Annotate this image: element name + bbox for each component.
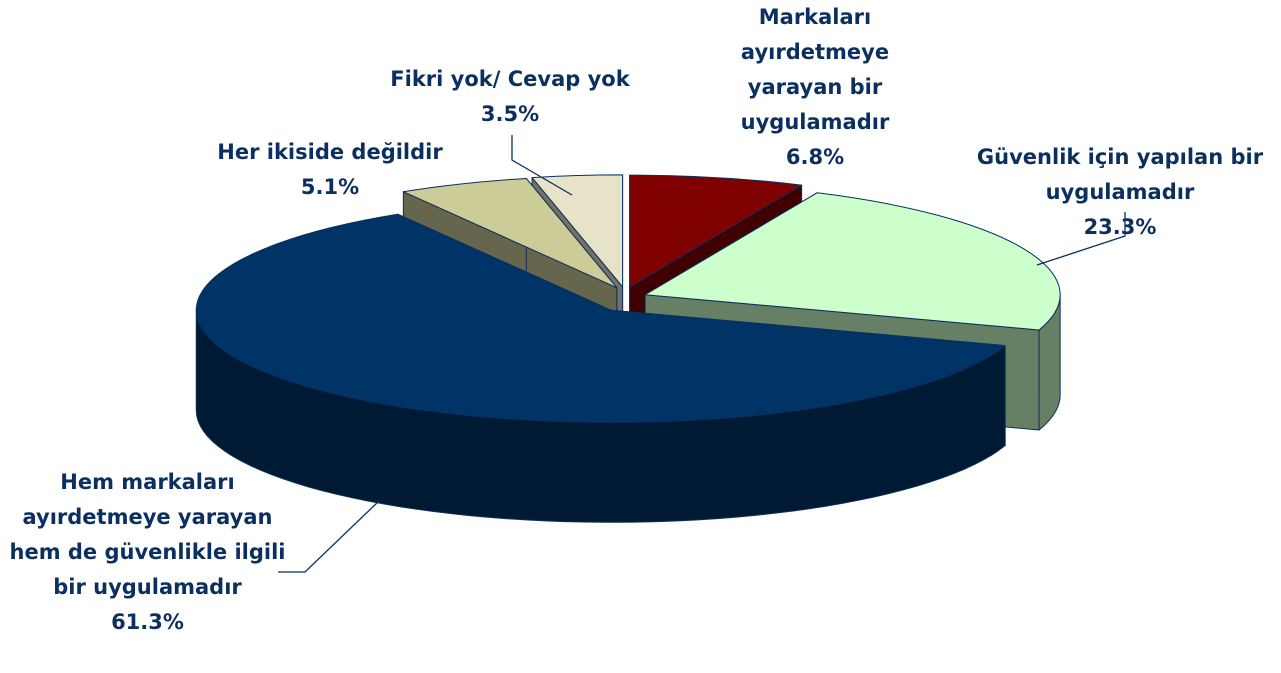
slice [195, 213, 1006, 423]
value-label: 61.3% [111, 610, 184, 634]
leader-line [1036, 212, 1126, 266]
category-label: Fikri yok/ Cevap yok [390, 67, 630, 91]
slice-label: Hem markaları ayırdetmeye yarayan hem de… [5, 465, 290, 640]
slice-label: Markaları ayırdetmeye yarayan bir uygula… [700, 0, 930, 175]
value-label: 5.1% [300, 175, 360, 199]
value-label: 6.8% [785, 145, 845, 169]
category-label: Markaları ayırdetmeye yarayan bir uygula… [740, 5, 890, 134]
slice [531, 174, 624, 288]
slice [402, 177, 618, 289]
leader-line [511, 135, 573, 196]
slice [644, 192, 1061, 331]
slice-label: Güvenlik için yapılan bir uygulamadır 23… [960, 140, 1280, 245]
value-label: 3.5% [480, 102, 540, 126]
category-label: Güvenlik için yapılan bir uygulamadır [976, 145, 1264, 204]
slice-label: Her ikiside değildir 5.1% [170, 135, 490, 205]
leader-line [278, 499, 381, 573]
value-label: 23.3% [1083, 215, 1157, 239]
category-label: Her ikiside değildir [217, 140, 443, 164]
slice-label: Fikri yok/ Cevap yok 3.5% [350, 62, 670, 132]
slice [629, 174, 803, 288]
category-label: Hem markaları ayırdetmeye yarayan hem de… [9, 470, 286, 599]
